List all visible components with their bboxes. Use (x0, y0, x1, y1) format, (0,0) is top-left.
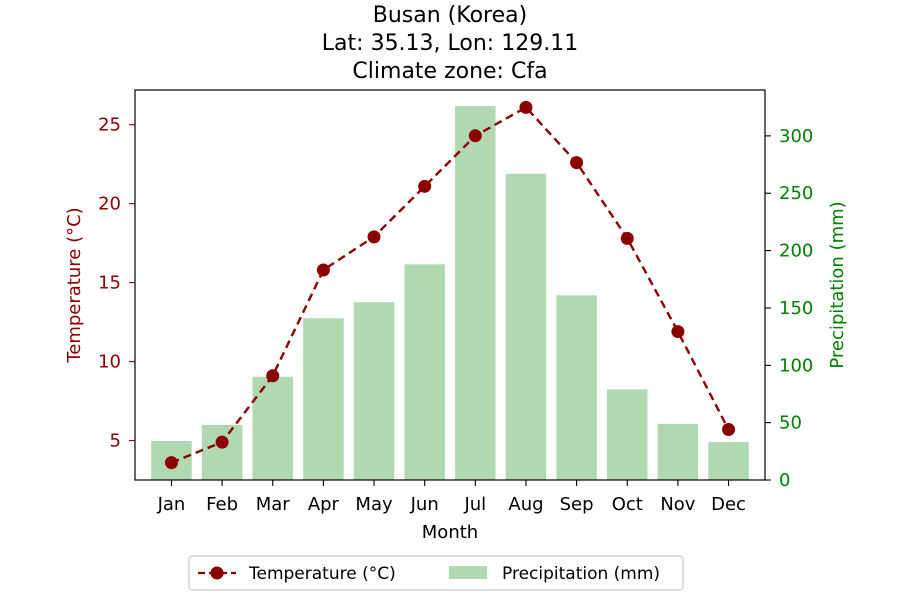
chart-title-line-3: Climate zone: Cfa (352, 59, 547, 84)
legend-precipitation-label: Precipitation (mm) (502, 564, 660, 584)
temperature-point-aug (519, 100, 533, 114)
legend-precipitation-swatch (449, 566, 487, 579)
x-tick-label-jul: Jul (463, 494, 486, 515)
precipitation-bar-dec (708, 442, 749, 480)
precipitation-bar-oct (606, 389, 648, 480)
chart-axes: Jan Feb Mar Apr May Jun Jul Aug Sep Oct Nov Dec 5 10 1… (98, 89, 813, 515)
precipitation-bar-jul (455, 106, 496, 480)
y-left-tick-label-10: 10 (98, 352, 121, 373)
temperature-series-line (171, 106, 730, 464)
precipitation-bar-jun (404, 264, 445, 480)
y-right-tick-label-50: 50 (779, 413, 802, 434)
chart-title-line-1: Busan (Korea) (373, 3, 527, 28)
y-right-tick-label-0: 0 (779, 470, 790, 491)
temperature-point-oct (620, 231, 634, 245)
x-tick-label-nov: Nov (660, 494, 695, 515)
y-right-tick-label-250: 250 (779, 183, 813, 204)
temperature-point-sep (570, 156, 584, 170)
precipitation-bar-mar (252, 376, 294, 480)
x-tick-label-aug: Aug (508, 494, 543, 515)
x-tick-label-jan: Jan (157, 494, 186, 515)
chart-title-line-2: Lat: 35.13, Lon: 129.11 (322, 31, 578, 56)
precipitation-bars (151, 106, 749, 480)
temperature-point-feb (215, 435, 229, 449)
legend: Temperature (°C) Precipitation (mm) (188, 555, 684, 591)
temperature-point-jan (164, 456, 178, 470)
temperature-line (164, 100, 736, 470)
x-axis-label: Month (422, 522, 478, 543)
x-tick-label-apr: Apr (308, 494, 340, 515)
y-left-tick-label-15: 15 (98, 273, 121, 294)
x-tick-label-mar: Mar (256, 494, 291, 515)
temperature-point-nov (671, 325, 685, 339)
x-tick-label-may: May (355, 494, 393, 515)
temperature-point-mar (266, 369, 280, 383)
temperature-point-jun (418, 179, 432, 193)
legend-frame (188, 555, 684, 591)
y-right-tick-label-200: 200 (779, 241, 813, 262)
y-left-tick-label-5: 5 (110, 431, 121, 452)
y-axis-left-label: Temperature (°C) (64, 207, 85, 363)
y-left-tick-label-20: 20 (98, 194, 121, 215)
legend-temperature-marker (210, 566, 224, 580)
precipitation-bar-may (353, 302, 395, 480)
y-right-tick-label-300: 300 (779, 126, 813, 147)
precipitation-bar-feb (201, 424, 243, 480)
x-tick-label-feb: Feb (206, 494, 238, 515)
x-tick-label-jun: Jun (410, 494, 439, 515)
y-right-tick-label-100: 100 (779, 355, 813, 376)
y-right-tick-label-150: 150 (779, 298, 813, 319)
chart-title: Busan (Korea) Lat: 35.13, Lon: 129.11 Cl… (322, 3, 578, 84)
x-tick-label-oct: Oct (612, 494, 643, 515)
x-tick-label-dec: Dec (711, 494, 746, 515)
temperature-point-apr (316, 263, 330, 277)
temperature-point-dec (722, 422, 736, 436)
precipitation-bar-aug (505, 173, 547, 480)
plot-frame (134, 89, 766, 481)
x-tick-label-sep: Sep (560, 494, 594, 515)
precipitation-bar-apr (303, 318, 344, 480)
legend-temperature-label: Temperature (°C) (248, 564, 396, 584)
y-axis-right-label: Precipitation (mm) (827, 201, 848, 368)
temperature-point-jul (468, 129, 482, 143)
y-left-tick-label-25: 25 (98, 115, 121, 136)
precipitation-bar-nov (657, 423, 699, 480)
precipitation-bar-sep (556, 295, 597, 480)
temperature-point-may (367, 230, 381, 244)
